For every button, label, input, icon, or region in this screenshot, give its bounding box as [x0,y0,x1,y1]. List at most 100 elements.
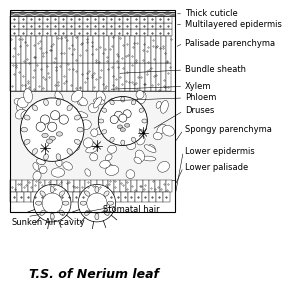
Bar [156,36,161,63]
Bar [51,22,59,29]
Text: Spongy parenchyma: Spongy parenchyma [185,125,272,134]
Ellipse shape [102,129,107,134]
Bar [115,22,123,29]
Ellipse shape [138,116,146,121]
Bar [43,16,51,22]
Ellipse shape [77,127,84,132]
Bar [119,36,125,63]
Ellipse shape [46,139,52,143]
Ellipse shape [158,162,169,172]
Ellipse shape [79,97,87,106]
Bar [52,36,57,63]
Bar [107,29,115,36]
Ellipse shape [66,120,77,127]
Circle shape [48,122,57,131]
Bar [10,29,18,36]
Bar [107,191,114,202]
Ellipse shape [107,98,118,109]
Ellipse shape [24,89,33,103]
Ellipse shape [50,111,58,119]
Ellipse shape [110,137,114,142]
Bar [123,16,131,22]
Text: Bundle sheath: Bundle sheath [185,65,246,74]
Bar [140,29,148,36]
Ellipse shape [136,91,144,99]
Ellipse shape [44,99,49,106]
Ellipse shape [71,90,83,102]
Ellipse shape [91,129,98,136]
Ellipse shape [23,128,33,139]
Ellipse shape [67,105,72,111]
Bar [16,36,21,63]
Ellipse shape [156,101,161,108]
Bar [145,63,150,91]
Bar [27,29,35,36]
Ellipse shape [55,91,63,104]
Bar [114,63,119,91]
Bar [24,191,31,202]
Bar [130,36,135,63]
Circle shape [21,98,84,161]
Ellipse shape [59,210,64,215]
Bar [59,16,67,22]
Bar [166,36,171,63]
Bar [67,22,75,29]
Text: Lower palisade: Lower palisade [185,163,248,172]
Bar [57,63,62,91]
Circle shape [87,193,107,213]
Bar [166,180,172,191]
Ellipse shape [56,132,63,136]
Bar [36,63,41,91]
Ellipse shape [32,149,37,154]
Ellipse shape [56,154,61,160]
Bar [156,22,164,29]
Text: Thick cuticle: Thick cuticle [185,9,238,18]
Ellipse shape [90,153,98,161]
Bar [17,191,24,202]
Ellipse shape [67,141,80,151]
Bar [156,29,164,36]
Bar [51,180,56,191]
Ellipse shape [131,137,136,142]
Ellipse shape [24,115,30,120]
Bar [131,29,140,36]
Circle shape [41,115,50,124]
Bar [149,191,156,202]
Ellipse shape [16,105,23,113]
Text: T.S. of Nerium leaf: T.S. of Nerium leaf [29,268,159,281]
Bar [149,180,154,191]
Bar [10,36,16,63]
Ellipse shape [104,191,109,196]
Bar [26,63,31,91]
Circle shape [33,184,71,222]
Ellipse shape [95,187,99,193]
Ellipse shape [126,131,135,140]
Ellipse shape [40,191,45,196]
Bar [62,36,68,63]
Circle shape [42,193,62,213]
Ellipse shape [121,97,125,102]
Ellipse shape [121,140,125,145]
Ellipse shape [96,91,105,101]
Bar [16,63,21,91]
Bar [99,22,107,29]
Ellipse shape [144,145,156,152]
Bar [87,191,93,202]
Ellipse shape [107,164,115,173]
Bar [57,36,62,63]
Ellipse shape [51,168,65,177]
Bar [104,36,109,63]
Bar [114,180,120,191]
Ellipse shape [162,125,175,136]
Ellipse shape [53,105,64,114]
Bar [140,63,145,91]
Bar [156,63,161,91]
Bar [62,180,68,191]
Ellipse shape [142,156,156,161]
Bar [126,180,131,191]
Ellipse shape [14,98,21,105]
Bar [80,180,85,191]
Ellipse shape [105,154,112,161]
Ellipse shape [33,171,41,181]
Bar [150,63,156,91]
